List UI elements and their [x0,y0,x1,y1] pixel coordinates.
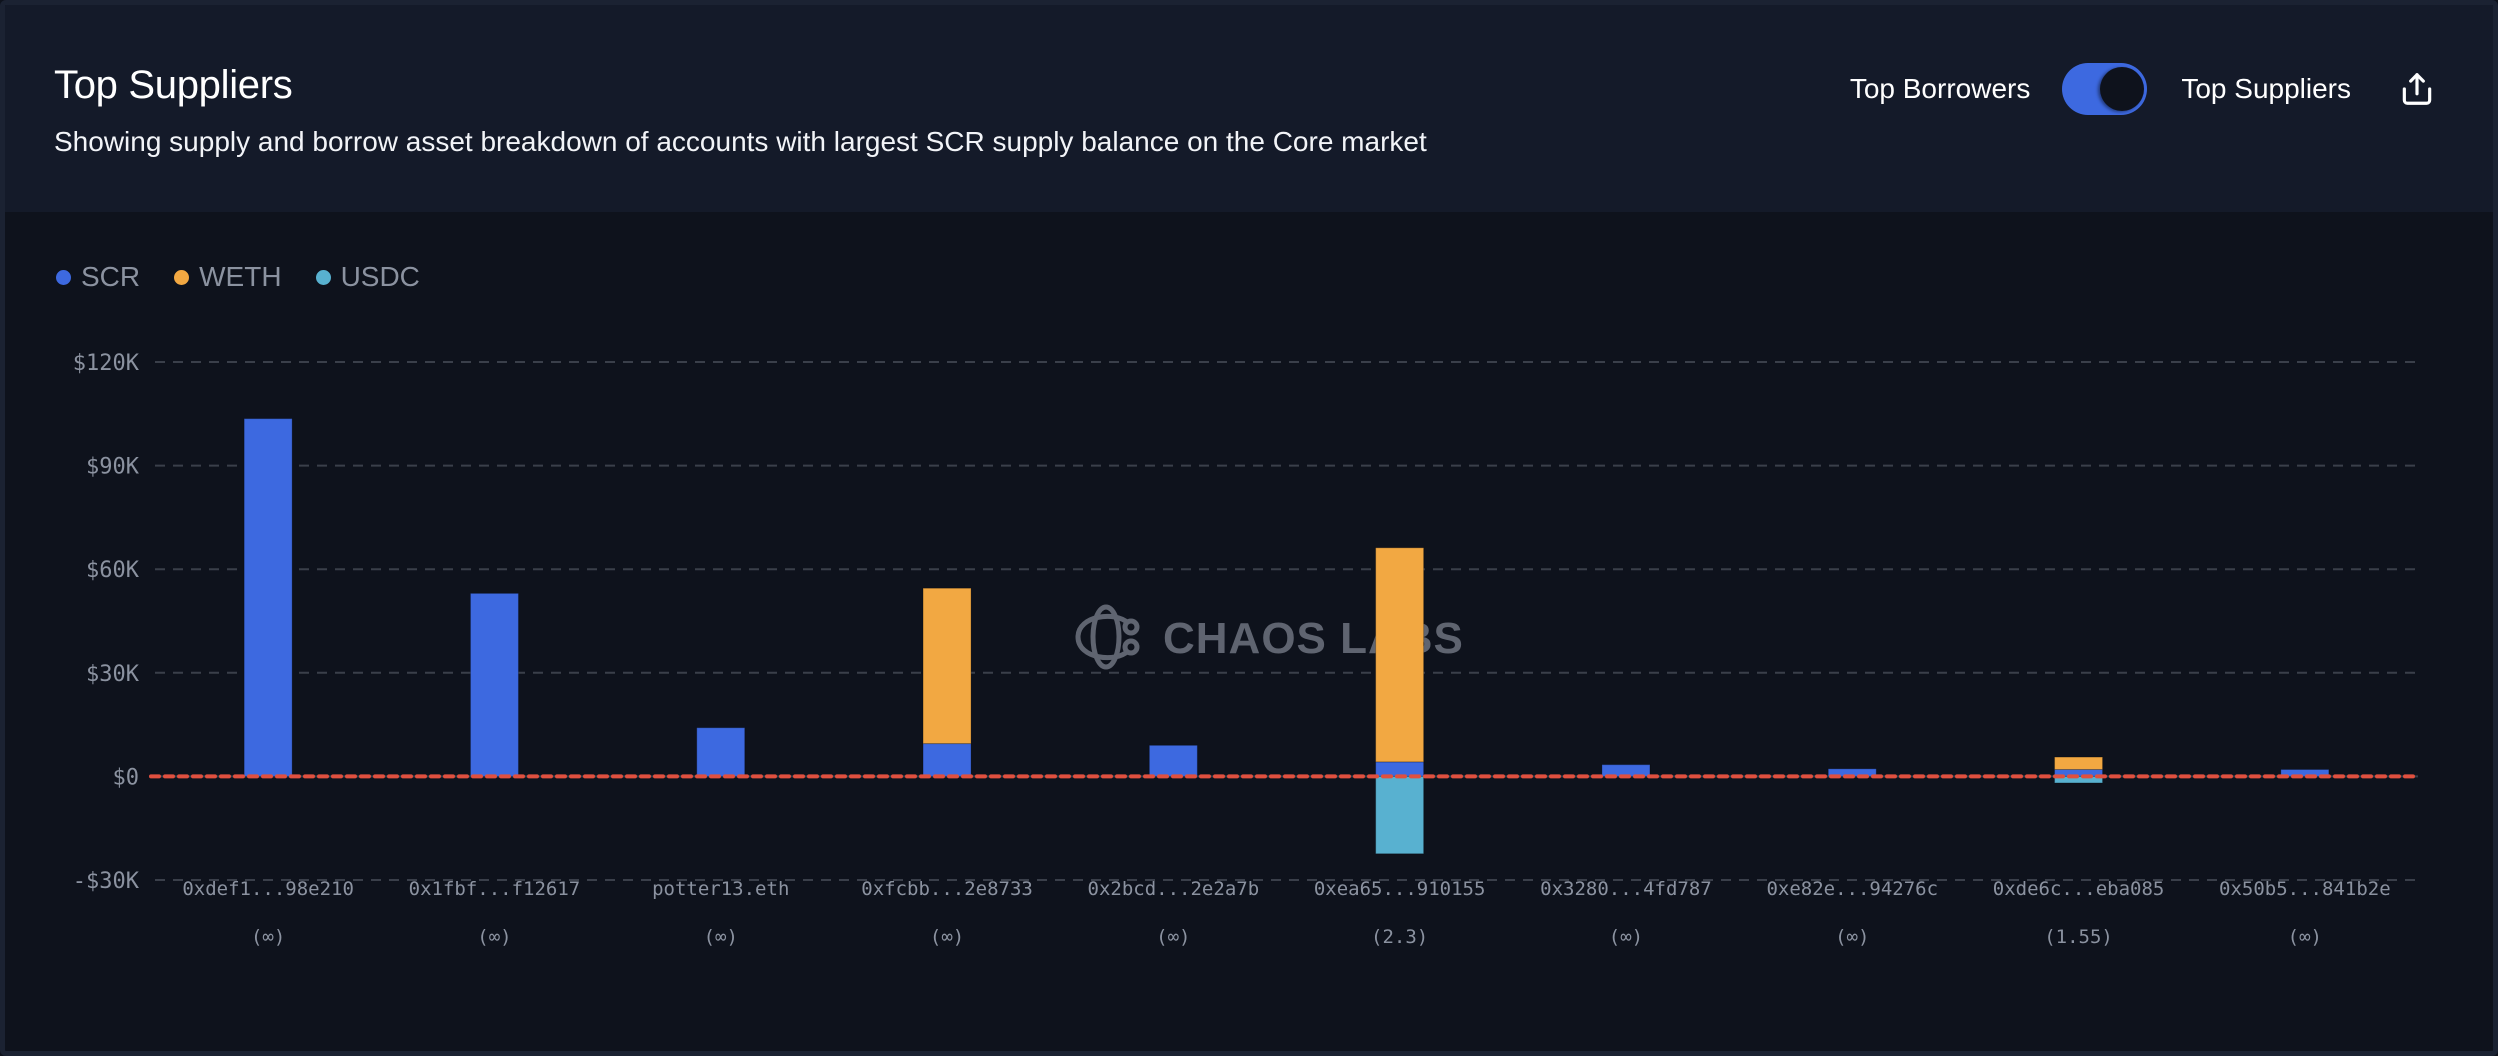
x-tick-sublabel: (∞) [1156,926,1190,948]
legend-label-usdc: USDC [340,261,420,292]
bar-group[interactable] [1148,744,1198,777]
bar-group[interactable] [2054,756,2104,784]
bar-segment-weth[interactable] [922,587,972,745]
page-subtitle: Showing supply and borrow asset breakdow… [54,126,1427,157]
share-export-icon [2402,73,2432,105]
toggle-label-top-suppliers[interactable]: Top Suppliers [2181,73,2351,104]
bar-segment-scr[interactable] [696,727,746,777]
legend-dot-weth [174,269,190,285]
x-tick-sublabel: (∞) [477,926,511,948]
borrowers-suppliers-toggle[interactable] [2062,63,2148,115]
page-title: Top Suppliers [54,63,293,107]
legend-dot-scr [56,269,71,285]
bar-group[interactable] [696,727,746,777]
bar-segment-scr[interactable] [243,418,293,777]
bar-group[interactable] [243,418,293,777]
x-tick-label: 0x3280...4fd787 [1540,878,1712,900]
x-tick-label: 0x1fbf...f12617 [409,878,581,900]
legend-item-usdc[interactable]: USDC [315,261,420,293]
bar-segment-scr[interactable] [1375,761,1425,777]
bar-segment-scr[interactable] [1148,744,1198,777]
x-tick-sublabel: (∞) [704,926,738,948]
x-tick-label: 0xea65...910155 [1314,878,1486,900]
bar-segment-scr[interactable] [469,592,519,777]
bar-segment-usdc[interactable] [1375,775,1425,855]
chaos-labs-logo-icon [1075,604,1140,670]
bar-group[interactable] [2280,768,2330,777]
bars-layer [243,418,2330,855]
bar-group[interactable] [922,587,972,777]
x-tick-sublabel: (∞) [2288,926,2322,948]
legend-item-scr[interactable]: SCR [56,261,140,293]
x-tick-sublabel: (1.55) [2044,926,2113,948]
x-tick-label: 0x2bcd...2e2a7b [1088,878,1260,900]
x-tick-label: potter13.eth [652,878,789,900]
view-controls: Top Borrowers Top Suppliers [1850,61,2437,117]
bar-segment-scr[interactable] [2280,768,2330,777]
stacked-bar-chart: CHAOS LABS $120K$90K$60K$30K$0-$30K 0xde… [73,351,2420,948]
x-tick-sublabel: (∞) [251,926,285,948]
y-tick-label: -$30K [73,869,140,894]
x-tick-sublabel: (2.3) [1371,926,1428,948]
bar-group[interactable] [469,592,519,777]
x-axis-labels: 0xdef1...98e210 (∞) 0x1fbf...f12617 (∞) pott… [182,878,2390,948]
legend-label-scr: SCR [81,261,141,292]
y-tick-label: $90K [86,455,140,480]
bar-segment-weth[interactable] [2054,756,2104,770]
x-tick-label: 0xdef1...98e210 [182,878,354,900]
legend-item-weth[interactable]: WETH [174,261,282,293]
y-tick-label: $30K [86,662,140,687]
y-tick-label: $0 [113,765,140,790]
y-tick-label: $60K [86,558,140,583]
toggle-knob [2100,67,2145,111]
legend-dot-usdc [315,269,331,285]
x-tick-label: 0x50b5...841b2e [2219,878,2391,900]
x-tick-sublabel: (∞) [1835,926,1869,948]
bar-group[interactable] [1375,547,1425,855]
bar-segment-weth[interactable] [1375,547,1425,763]
x-tick-label: 0xde6c...eba085 [1993,878,2165,900]
chart-legend: SCR WETH USDC [56,261,454,293]
y-axis-labels: $120K $90K $60K $30K $0 -$30K [73,351,140,894]
card-header: Top Suppliers Showing supply and borrow … [5,5,2493,212]
x-tick-label: 0xfcbb...2e8733 [861,878,1033,900]
y-tick-label: $120K [73,351,140,376]
toggle-label-top-borrowers[interactable]: Top Borrowers [1849,73,2031,104]
x-tick-sublabel: (∞) [1609,926,1643,948]
x-tick-sublabel: (∞) [930,926,964,948]
legend-label-weth: WETH [199,261,282,292]
x-tick-label: 0xe82e...94276c [1766,878,1938,900]
export-button[interactable] [2397,69,2437,109]
bar-segment-scr[interactable] [922,743,972,777]
